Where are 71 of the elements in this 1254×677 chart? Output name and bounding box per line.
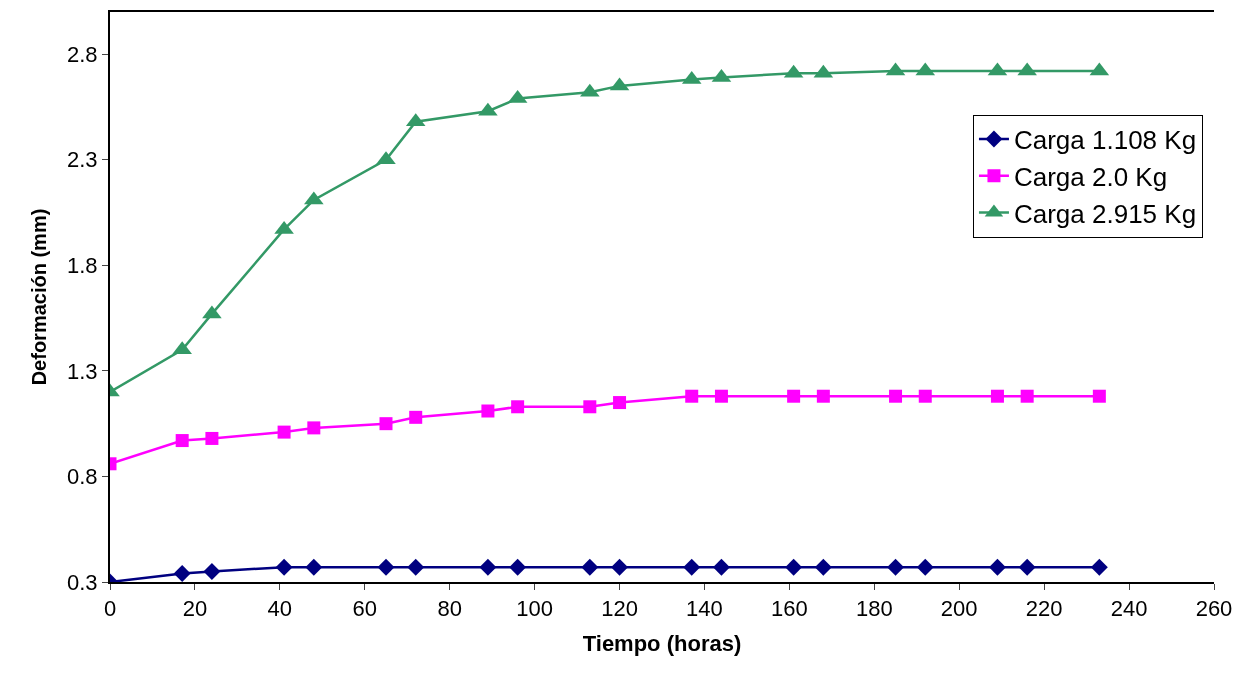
x-tick-label: 40	[267, 596, 293, 622]
point	[583, 400, 597, 414]
point	[785, 558, 803, 576]
x-tick-label: 200	[940, 596, 978, 622]
point	[407, 558, 425, 576]
y-tick-label: 1.8	[67, 253, 98, 279]
point	[889, 389, 903, 403]
x-tick-label: 160	[771, 596, 808, 622]
x-tick-label: 180	[855, 596, 893, 622]
y-tick-label: 1.3	[67, 358, 98, 384]
point	[305, 558, 323, 576]
point	[277, 425, 291, 439]
point	[377, 558, 395, 576]
point	[613, 396, 627, 410]
point	[376, 151, 396, 165]
point	[409, 410, 423, 424]
point	[611, 558, 628, 576]
y-tick-label: 0.8	[67, 464, 98, 490]
legend-label: Carga 2.915 Kg	[1013, 198, 1197, 229]
point	[916, 558, 934, 576]
x-axis-title: Tiempo (horas)	[582, 630, 742, 656]
x-tick-label: 260	[1195, 596, 1233, 622]
point	[816, 389, 830, 403]
point	[304, 191, 324, 205]
point	[1018, 558, 1036, 576]
point	[814, 558, 832, 576]
legend-label: Carga 2.0 Kg	[1013, 161, 1168, 192]
point	[274, 220, 294, 234]
point	[511, 400, 525, 414]
point	[203, 562, 221, 580]
point	[307, 421, 321, 435]
x-tick-label: 60	[352, 596, 378, 622]
x-tick-label: 80	[437, 596, 462, 622]
point	[989, 558, 1006, 576]
point	[683, 558, 701, 576]
point	[509, 558, 527, 576]
point	[175, 434, 189, 448]
x-tick-label: 20	[182, 596, 208, 622]
point	[379, 417, 393, 431]
point	[685, 389, 699, 403]
point	[713, 558, 730, 576]
point	[172, 341, 192, 355]
point	[918, 389, 932, 403]
point	[1092, 389, 1106, 403]
point	[580, 83, 600, 97]
point	[479, 558, 497, 576]
x-tick-label: 100	[516, 596, 553, 622]
legend-label: Carga 1.108 Kg	[1013, 125, 1197, 156]
point	[581, 558, 599, 576]
x-tick-label: 0	[103, 596, 117, 622]
point	[205, 431, 219, 445]
point	[173, 565, 191, 582]
point	[787, 389, 801, 403]
point	[887, 558, 904, 576]
x-tick-label: 120	[601, 596, 638, 622]
y-tick-label: 0.3	[67, 569, 98, 595]
point	[1017, 62, 1037, 76]
point	[202, 305, 222, 319]
y-axis-title: Deformación (mm)	[28, 208, 51, 386]
point	[478, 102, 498, 116]
point	[275, 558, 293, 576]
x-tick-label: 140	[686, 596, 723, 622]
point	[990, 389, 1004, 403]
point	[481, 404, 495, 418]
point	[1020, 389, 1034, 403]
point	[714, 389, 728, 403]
y-tick-label: 2.8	[67, 41, 98, 67]
point	[1090, 558, 1108, 576]
x-tick-label: 240	[1110, 596, 1148, 622]
y-tick-label: 2.3	[67, 147, 98, 173]
x-tick-label: 220	[1025, 596, 1063, 622]
